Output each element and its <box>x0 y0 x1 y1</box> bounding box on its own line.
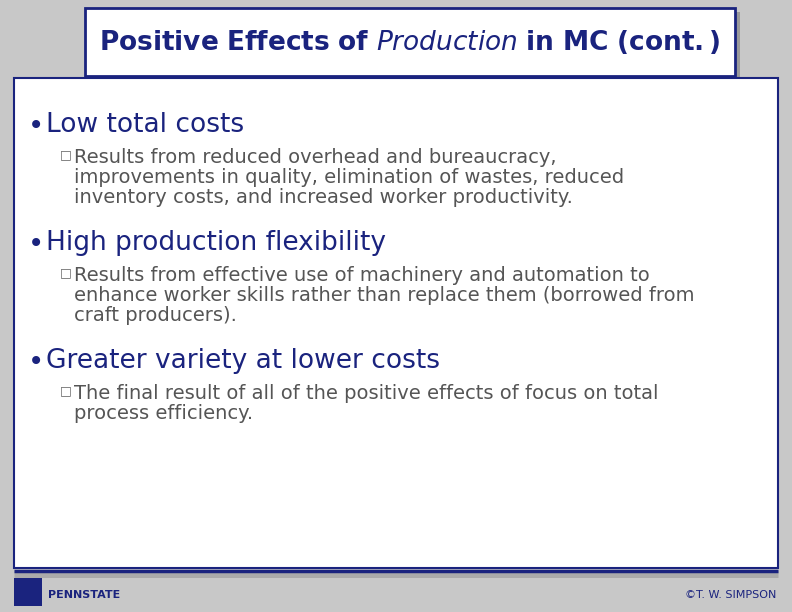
Text: Results from effective use of machinery and automation to: Results from effective use of machinery … <box>74 266 649 285</box>
Text: PENNSTATE: PENNSTATE <box>48 590 120 600</box>
Text: The final result of all of the positive effects of focus on total: The final result of all of the positive … <box>74 384 658 403</box>
Text: $\bf{Positive\ Effects\ of\ }$$\bf{\it{Production}}$$\bf{\ in\ MC\ (cont.)}$: $\bf{Positive\ Effects\ of\ }$$\bf{\it{P… <box>99 28 721 56</box>
Text: □: □ <box>60 384 72 397</box>
Bar <box>90 12 740 80</box>
Bar <box>14 78 778 568</box>
Text: enhance worker skills rather than replace them (borrowed from: enhance worker skills rather than replac… <box>74 286 695 305</box>
Text: •: • <box>28 112 44 140</box>
Text: Results from reduced overhead and bureaucracy,: Results from reduced overhead and bureau… <box>74 148 557 167</box>
Text: Low total costs: Low total costs <box>46 112 244 138</box>
Text: □: □ <box>60 266 72 279</box>
Text: High production flexibility: High production flexibility <box>46 230 386 256</box>
Text: Greater variety at lower costs: Greater variety at lower costs <box>46 348 440 374</box>
Bar <box>85 8 735 76</box>
Text: improvements in quality, elimination of wastes, reduced: improvements in quality, elimination of … <box>74 168 624 187</box>
Text: inventory costs, and increased worker productivity.: inventory costs, and increased worker pr… <box>74 188 573 207</box>
Text: process efficiency.: process efficiency. <box>74 404 253 423</box>
Text: craft producers).: craft producers). <box>74 306 237 325</box>
Text: •: • <box>28 230 44 258</box>
Text: ©T. W. SIMPSON: ©T. W. SIMPSON <box>684 590 776 600</box>
Text: •: • <box>28 348 44 376</box>
Text: □: □ <box>60 148 72 161</box>
Bar <box>14 578 42 606</box>
